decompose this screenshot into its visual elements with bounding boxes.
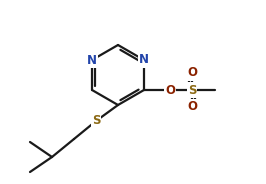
Text: S: S <box>92 114 100 128</box>
Text: O: O <box>187 100 197 114</box>
Text: S: S <box>188 84 196 96</box>
Text: O: O <box>165 84 175 96</box>
Text: N: N <box>87 54 97 66</box>
Text: N: N <box>139 54 149 66</box>
Text: O: O <box>187 66 197 79</box>
